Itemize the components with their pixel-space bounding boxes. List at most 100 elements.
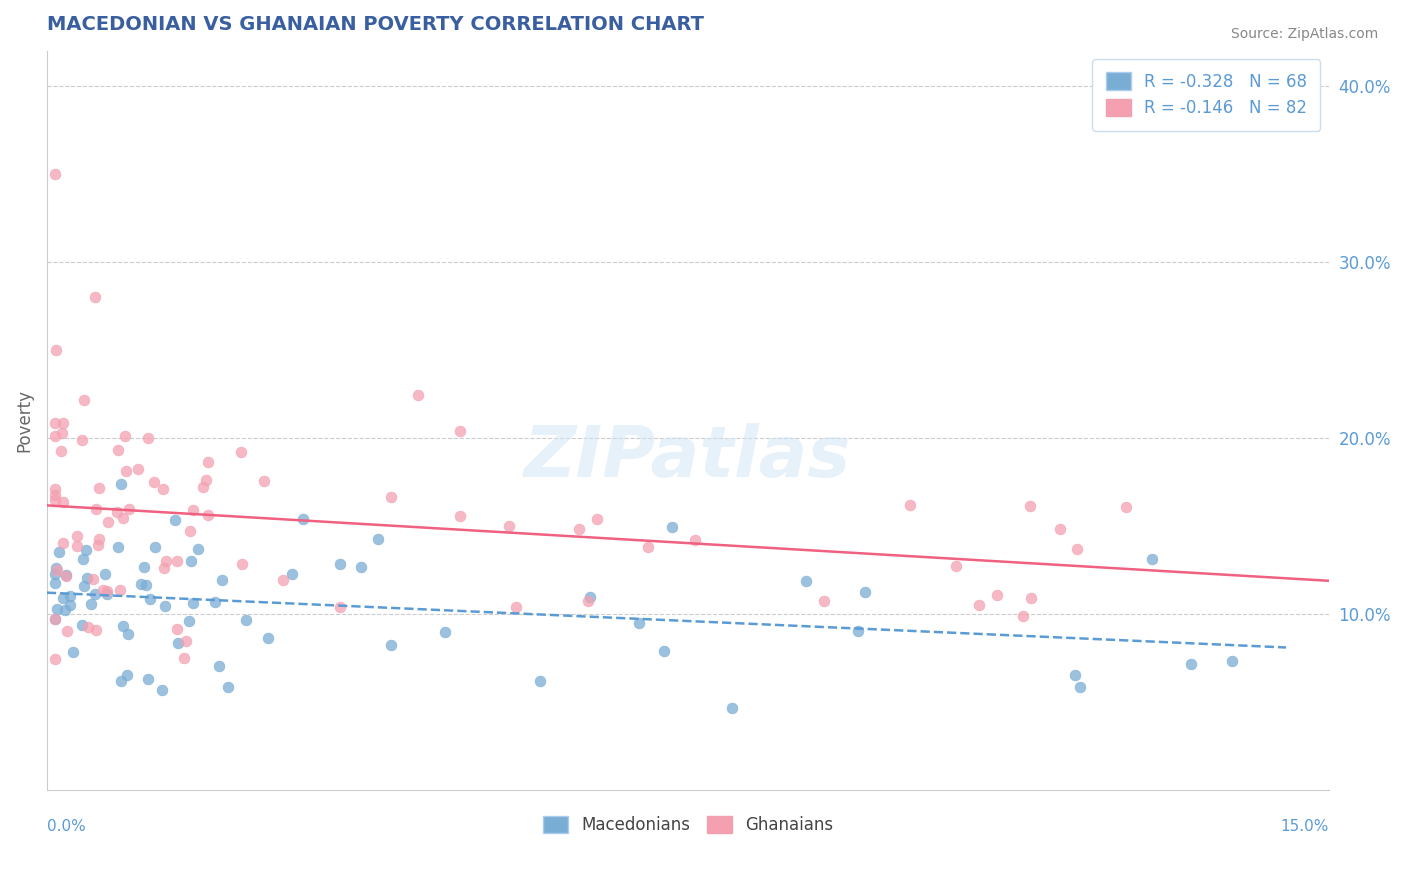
Point (329, 557, 352, 571)
Point (211, 573, 233, 587)
Point (70, 434, 93, 448)
Point (111, 510, 134, 524)
Point (139, 591, 162, 606)
Point (253, 475, 276, 489)
Point (73, 393, 96, 408)
Point (44, 612, 66, 626)
Point (207, 659, 229, 673)
Point (94, 567, 117, 582)
Point (281, 566, 304, 581)
Point (498, 518, 520, 533)
Point (55, 624, 77, 638)
Point (292, 511, 315, 525)
Point (44, 612, 66, 626)
Point (568, 522, 591, 536)
Point (114, 428, 136, 442)
Point (46, 563, 69, 577)
Point (586, 512, 609, 526)
Point (181, 503, 204, 517)
Point (898, 498, 921, 512)
Point (136, 672, 159, 686)
Point (143, 540, 166, 554)
Point (52, 416, 75, 430)
Point (1069, 680, 1091, 694)
Point (628, 615, 651, 630)
Point (110, 477, 132, 491)
Point (110, 673, 132, 688)
Point (1049, 522, 1071, 536)
Point (235, 613, 257, 627)
Point (96, 587, 118, 601)
Point (134, 560, 156, 574)
Point (72, 579, 94, 593)
Point (1012, 608, 1035, 623)
Point (853, 585, 876, 599)
Point (105, 505, 128, 519)
Point (77, 620, 100, 634)
Point (1180, 657, 1202, 671)
Point (449, 424, 471, 438)
Point (1140, 551, 1163, 566)
Point (108, 583, 131, 598)
Point (45, 602, 67, 616)
Point (72, 552, 94, 566)
Point (505, 599, 527, 614)
Point (93, 582, 115, 597)
Point (813, 594, 835, 608)
Point (529, 674, 551, 689)
Point (271, 573, 294, 587)
Point (107, 442, 129, 457)
Point (367, 532, 389, 546)
Point (683, 533, 706, 547)
Point (187, 541, 209, 556)
Point (86, 502, 108, 516)
Point (52, 536, 75, 550)
Point (45, 343, 67, 357)
Point (986, 588, 1008, 602)
Point (44, 576, 66, 591)
Point (167, 636, 190, 650)
Point (794, 574, 817, 589)
Point (55, 568, 77, 582)
Point (72, 618, 94, 632)
Point (1115, 500, 1137, 514)
Point (117, 502, 139, 516)
Point (637, 541, 659, 555)
Point (380, 638, 402, 652)
Point (82, 572, 104, 586)
Point (87, 532, 110, 546)
Point (194, 474, 217, 488)
Point (204, 595, 226, 609)
Point (945, 558, 967, 573)
Point (75, 543, 97, 558)
Text: 15.0%: 15.0% (1281, 820, 1329, 835)
Point (83, 587, 105, 601)
Point (174, 634, 197, 648)
Point (115, 464, 138, 478)
Point (89, 481, 111, 495)
Point (1021, 591, 1043, 606)
Point (76, 571, 98, 585)
Point (59, 589, 82, 603)
Point (44, 167, 66, 181)
Point (55, 567, 77, 582)
Point (44, 482, 66, 496)
Point (846, 624, 869, 638)
Point (1066, 541, 1088, 556)
Point (44, 488, 66, 502)
Point (66, 540, 89, 554)
Point (1019, 499, 1042, 513)
Point (80, 597, 103, 611)
Point (1220, 654, 1243, 668)
Point (129, 576, 152, 591)
Point (152, 561, 174, 575)
Point (217, 680, 239, 694)
Point (152, 482, 174, 496)
Point (44, 428, 66, 442)
Point (87, 538, 110, 552)
Point (111, 619, 134, 633)
Point (231, 558, 253, 572)
Point (173, 651, 195, 665)
Point (49, 444, 72, 458)
Point (165, 513, 187, 527)
